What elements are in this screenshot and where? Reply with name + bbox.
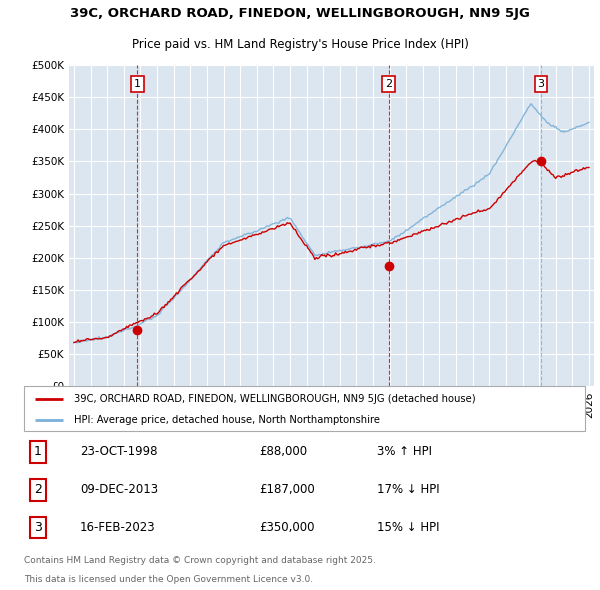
Text: Price paid vs. HM Land Registry's House Price Index (HPI): Price paid vs. HM Land Registry's House …: [131, 38, 469, 51]
Text: 3% ↑ HPI: 3% ↑ HPI: [377, 445, 433, 458]
Text: 1: 1: [134, 79, 141, 89]
Text: 16-FEB-2023: 16-FEB-2023: [80, 521, 156, 534]
FancyBboxPatch shape: [24, 386, 585, 431]
Text: Contains HM Land Registry data © Crown copyright and database right 2025.: Contains HM Land Registry data © Crown c…: [24, 556, 376, 565]
Text: 1: 1: [34, 445, 42, 458]
Text: 17% ↓ HPI: 17% ↓ HPI: [377, 483, 440, 496]
Text: 3: 3: [34, 521, 42, 534]
Text: £88,000: £88,000: [260, 445, 308, 458]
Text: £350,000: £350,000: [260, 521, 315, 534]
Text: 2: 2: [385, 79, 392, 89]
Text: 23-OCT-1998: 23-OCT-1998: [80, 445, 158, 458]
Text: HPI: Average price, detached house, North Northamptonshire: HPI: Average price, detached house, Nort…: [74, 415, 380, 425]
Text: 39C, ORCHARD ROAD, FINEDON, WELLINGBOROUGH, NN9 5JG: 39C, ORCHARD ROAD, FINEDON, WELLINGBOROU…: [70, 7, 530, 20]
Text: 09-DEC-2013: 09-DEC-2013: [80, 483, 158, 496]
Text: This data is licensed under the Open Government Licence v3.0.: This data is licensed under the Open Gov…: [24, 575, 313, 584]
Text: 3: 3: [538, 79, 545, 89]
Text: 15% ↓ HPI: 15% ↓ HPI: [377, 521, 440, 534]
Text: 2: 2: [34, 483, 42, 496]
Text: £187,000: £187,000: [260, 483, 316, 496]
Text: 39C, ORCHARD ROAD, FINEDON, WELLINGBOROUGH, NN9 5JG (detached house): 39C, ORCHARD ROAD, FINEDON, WELLINGBOROU…: [74, 394, 476, 404]
